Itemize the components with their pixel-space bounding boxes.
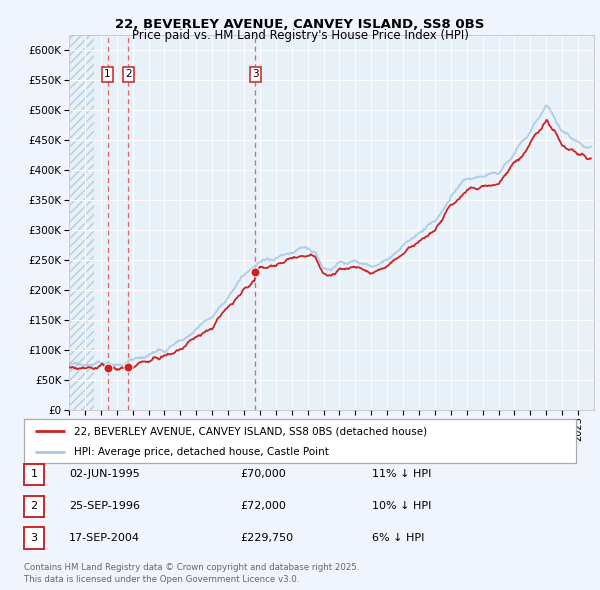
Text: £72,000: £72,000 (240, 502, 286, 511)
Text: 2: 2 (31, 502, 37, 511)
Text: 02-JUN-1995: 02-JUN-1995 (69, 470, 140, 479)
Bar (69, 35, 94, 410)
Text: 22, BEVERLEY AVENUE, CANVEY ISLAND, SS8 0BS (detached house): 22, BEVERLEY AVENUE, CANVEY ISLAND, SS8 … (74, 427, 427, 436)
Text: 17-SEP-2004: 17-SEP-2004 (69, 533, 140, 543)
Text: 1: 1 (104, 70, 111, 80)
Text: 3: 3 (31, 533, 37, 543)
Text: 3: 3 (252, 70, 259, 80)
Text: 1: 1 (31, 470, 37, 479)
Text: Price paid vs. HM Land Registry's House Price Index (HPI): Price paid vs. HM Land Registry's House … (131, 30, 469, 42)
Text: 11% ↓ HPI: 11% ↓ HPI (372, 470, 431, 479)
Text: 10% ↓ HPI: 10% ↓ HPI (372, 502, 431, 511)
Text: Contains HM Land Registry data © Crown copyright and database right 2025.
This d: Contains HM Land Registry data © Crown c… (24, 563, 359, 584)
Text: 6% ↓ HPI: 6% ↓ HPI (372, 533, 424, 543)
Text: HPI: Average price, detached house, Castle Point: HPI: Average price, detached house, Cast… (74, 447, 329, 457)
Text: 2: 2 (125, 70, 131, 80)
Text: 22, BEVERLEY AVENUE, CANVEY ISLAND, SS8 0BS: 22, BEVERLEY AVENUE, CANVEY ISLAND, SS8 … (115, 18, 485, 31)
Text: £70,000: £70,000 (240, 470, 286, 479)
Text: £229,750: £229,750 (240, 533, 293, 543)
Text: 25-SEP-1996: 25-SEP-1996 (69, 502, 140, 511)
